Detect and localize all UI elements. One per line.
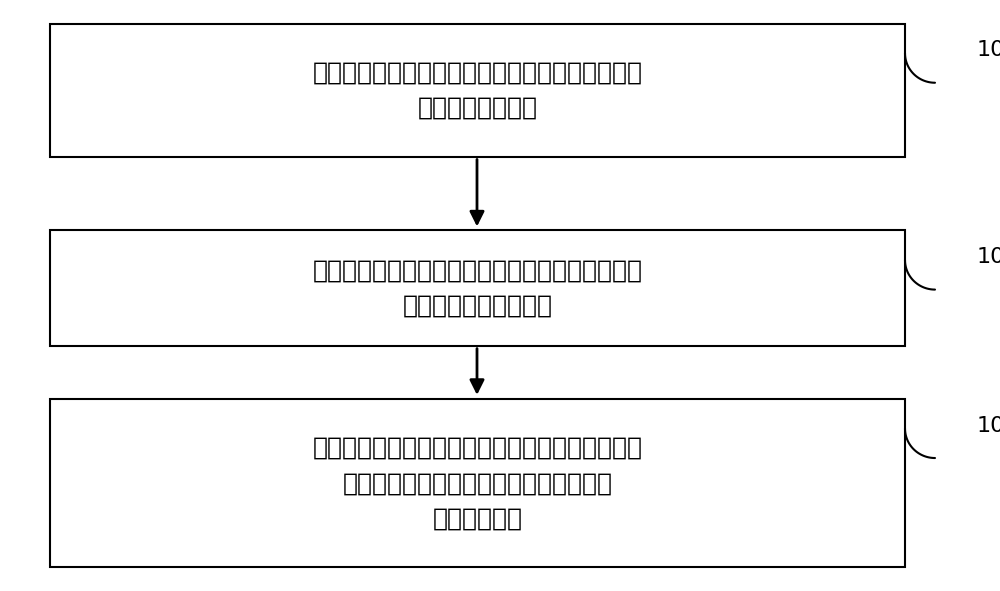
Text: 根据多个前体物排放组合情景，识别出在预设时间
段内目标区域中对臭氧的生成起主导作用
的前体污染物: 根据多个前体物排放组合情景，识别出在预设时间 段内目标区域中对臭氧的生成起主导作…	[312, 436, 642, 531]
Text: 101: 101	[977, 40, 1000, 60]
Bar	[50, 24, 905, 157]
Text: 102: 102	[977, 247, 1000, 267]
Bar	[50, 399, 905, 567]
Text: 根据气象场数据和臭氧前体物的排放数据，确定多
个前体物排放组合情景: 根据气象场数据和臭氧前体物的排放数据，确定多 个前体物排放组合情景	[312, 258, 642, 318]
Text: 获取目标区域在预设时间段内的气象场数据和臭氧
前体物的排放数据: 获取目标区域在预设时间段内的气象场数据和臭氧 前体物的排放数据	[312, 60, 642, 120]
Bar	[50, 230, 905, 346]
Text: 103: 103	[977, 415, 1000, 436]
